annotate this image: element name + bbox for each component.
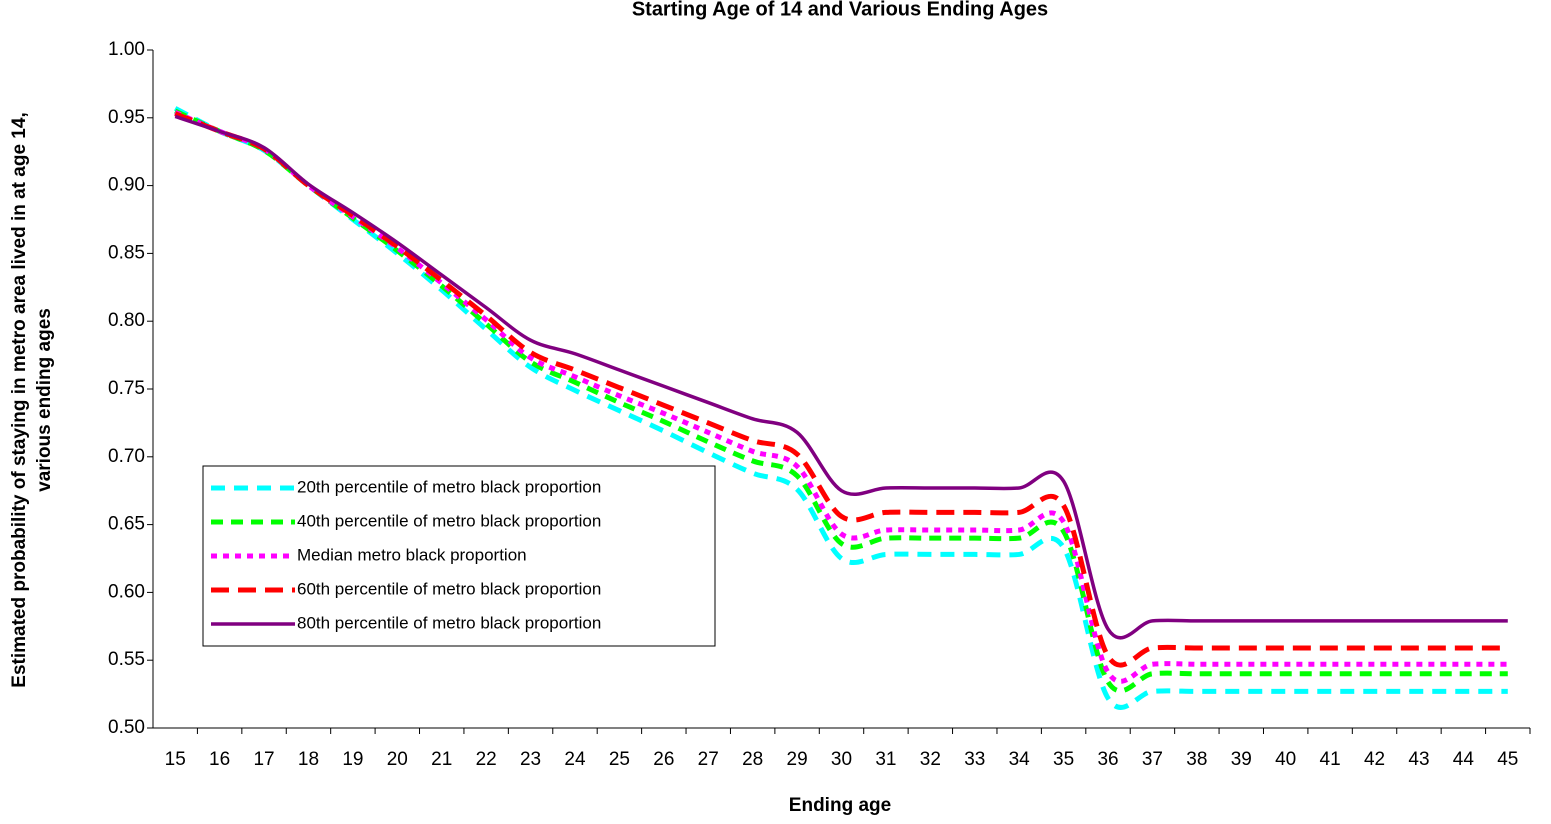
- x-axis-title: Ending age: [789, 795, 891, 816]
- y-tick-label: 0.75: [108, 378, 145, 399]
- series-line: [174, 111, 1508, 668]
- y-tick-label: 0.85: [108, 242, 145, 263]
- y-tick-label: 0.90: [108, 175, 145, 196]
- chart-title: Starting Age of 14 and Various Ending Ag…: [632, 0, 1048, 20]
- y-tick-label: 0.55: [108, 649, 145, 670]
- x-tick-label: 21: [431, 749, 452, 770]
- x-tick-label: 15: [165, 749, 186, 770]
- x-tick-label: 26: [653, 749, 674, 770]
- y-tick-label: 0.50: [108, 717, 145, 738]
- x-tick-label: 19: [342, 749, 363, 770]
- x-tick-label: 28: [742, 749, 763, 770]
- legend-label: 40th percentile of metro black proportio…: [297, 511, 601, 530]
- x-tick-label: 24: [564, 749, 586, 770]
- x-tick-label: 43: [1408, 749, 1429, 770]
- x-tick-label: 34: [1009, 749, 1031, 770]
- x-tick-label: 20: [387, 749, 408, 770]
- y-tick-label: 1.00: [108, 39, 145, 60]
- x-tick-label: 33: [964, 749, 985, 770]
- x-tick-label: 41: [1320, 749, 1341, 770]
- x-tick-label: 25: [609, 749, 630, 770]
- x-tick-label: 31: [875, 749, 896, 770]
- x-tick-label: 36: [1097, 749, 1118, 770]
- y-tick-label: 0.65: [108, 514, 145, 535]
- x-tick-label: 16: [209, 749, 230, 770]
- x-tick-label: 27: [698, 749, 719, 770]
- legend-label: Median metro black proportion: [297, 545, 527, 564]
- series-line: [174, 106, 1508, 710]
- x-tick-label: 23: [520, 749, 541, 770]
- x-tick-label: 37: [1142, 749, 1163, 770]
- y-axis-title: various ending ages: [34, 308, 55, 492]
- x-tick-label: 45: [1497, 749, 1518, 770]
- x-tick-label: 30: [831, 749, 852, 770]
- y-tick-label: 0.80: [108, 310, 145, 331]
- x-tick-label: 44: [1453, 749, 1475, 770]
- x-tick-label: 40: [1275, 749, 1296, 770]
- series-line: [174, 114, 1508, 640]
- y-tick-label: 0.70: [108, 446, 145, 467]
- x-tick-label: 17: [253, 749, 274, 770]
- legend-label: 20th percentile of metro black proportio…: [297, 477, 601, 496]
- x-tick-label: 18: [298, 749, 319, 770]
- y-axis-title: Estimated probability of staying in metr…: [9, 112, 30, 687]
- x-tick-label: 29: [787, 749, 808, 770]
- x-tick-label: 38: [1186, 749, 1207, 770]
- x-tick-label: 39: [1231, 749, 1252, 770]
- series-line: [174, 110, 1508, 684]
- y-tick-label: 0.60: [108, 581, 145, 602]
- legend-label: 80th percentile of metro black proportio…: [297, 613, 601, 632]
- y-tick-label: 0.95: [108, 107, 145, 128]
- x-tick-label: 35: [1053, 749, 1074, 770]
- x-tick-label: 32: [920, 749, 941, 770]
- x-tick-label: 22: [476, 749, 497, 770]
- legend-label: 60th percentile of metro black proportio…: [297, 579, 601, 598]
- x-tick-label: 42: [1364, 749, 1385, 770]
